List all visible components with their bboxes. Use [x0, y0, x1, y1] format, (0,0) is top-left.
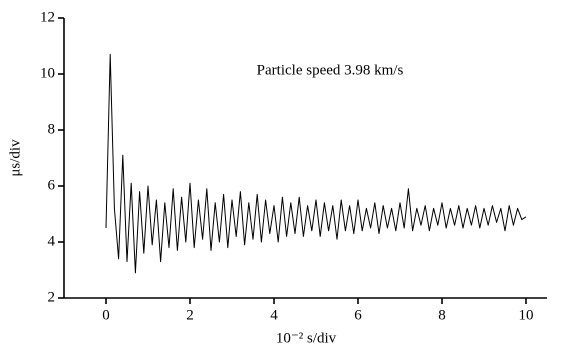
- annotation: Particle speed 3.98 km/s: [257, 62, 404, 78]
- x-tick-label: 8: [438, 307, 446, 323]
- y-tick-label: 6: [48, 177, 56, 193]
- x-tick-label: 2: [186, 307, 194, 323]
- y-tick-label: 2: [48, 289, 56, 305]
- x-tick-label: 0: [102, 307, 110, 323]
- y-tick-label: 10: [40, 65, 55, 81]
- y-tick-label: 12: [40, 9, 55, 25]
- x-tick-label: 4: [270, 307, 278, 323]
- x-axis-label: 10⁻² s/div: [276, 330, 337, 346]
- y-tick-label: 8: [48, 121, 56, 137]
- y-tick-label: 4: [48, 233, 56, 249]
- y-axis-label: μs/div: [7, 139, 23, 177]
- x-tick-label: 6: [354, 307, 362, 323]
- data-line: [105, 53, 527, 274]
- x-tick-label: 10: [519, 307, 534, 323]
